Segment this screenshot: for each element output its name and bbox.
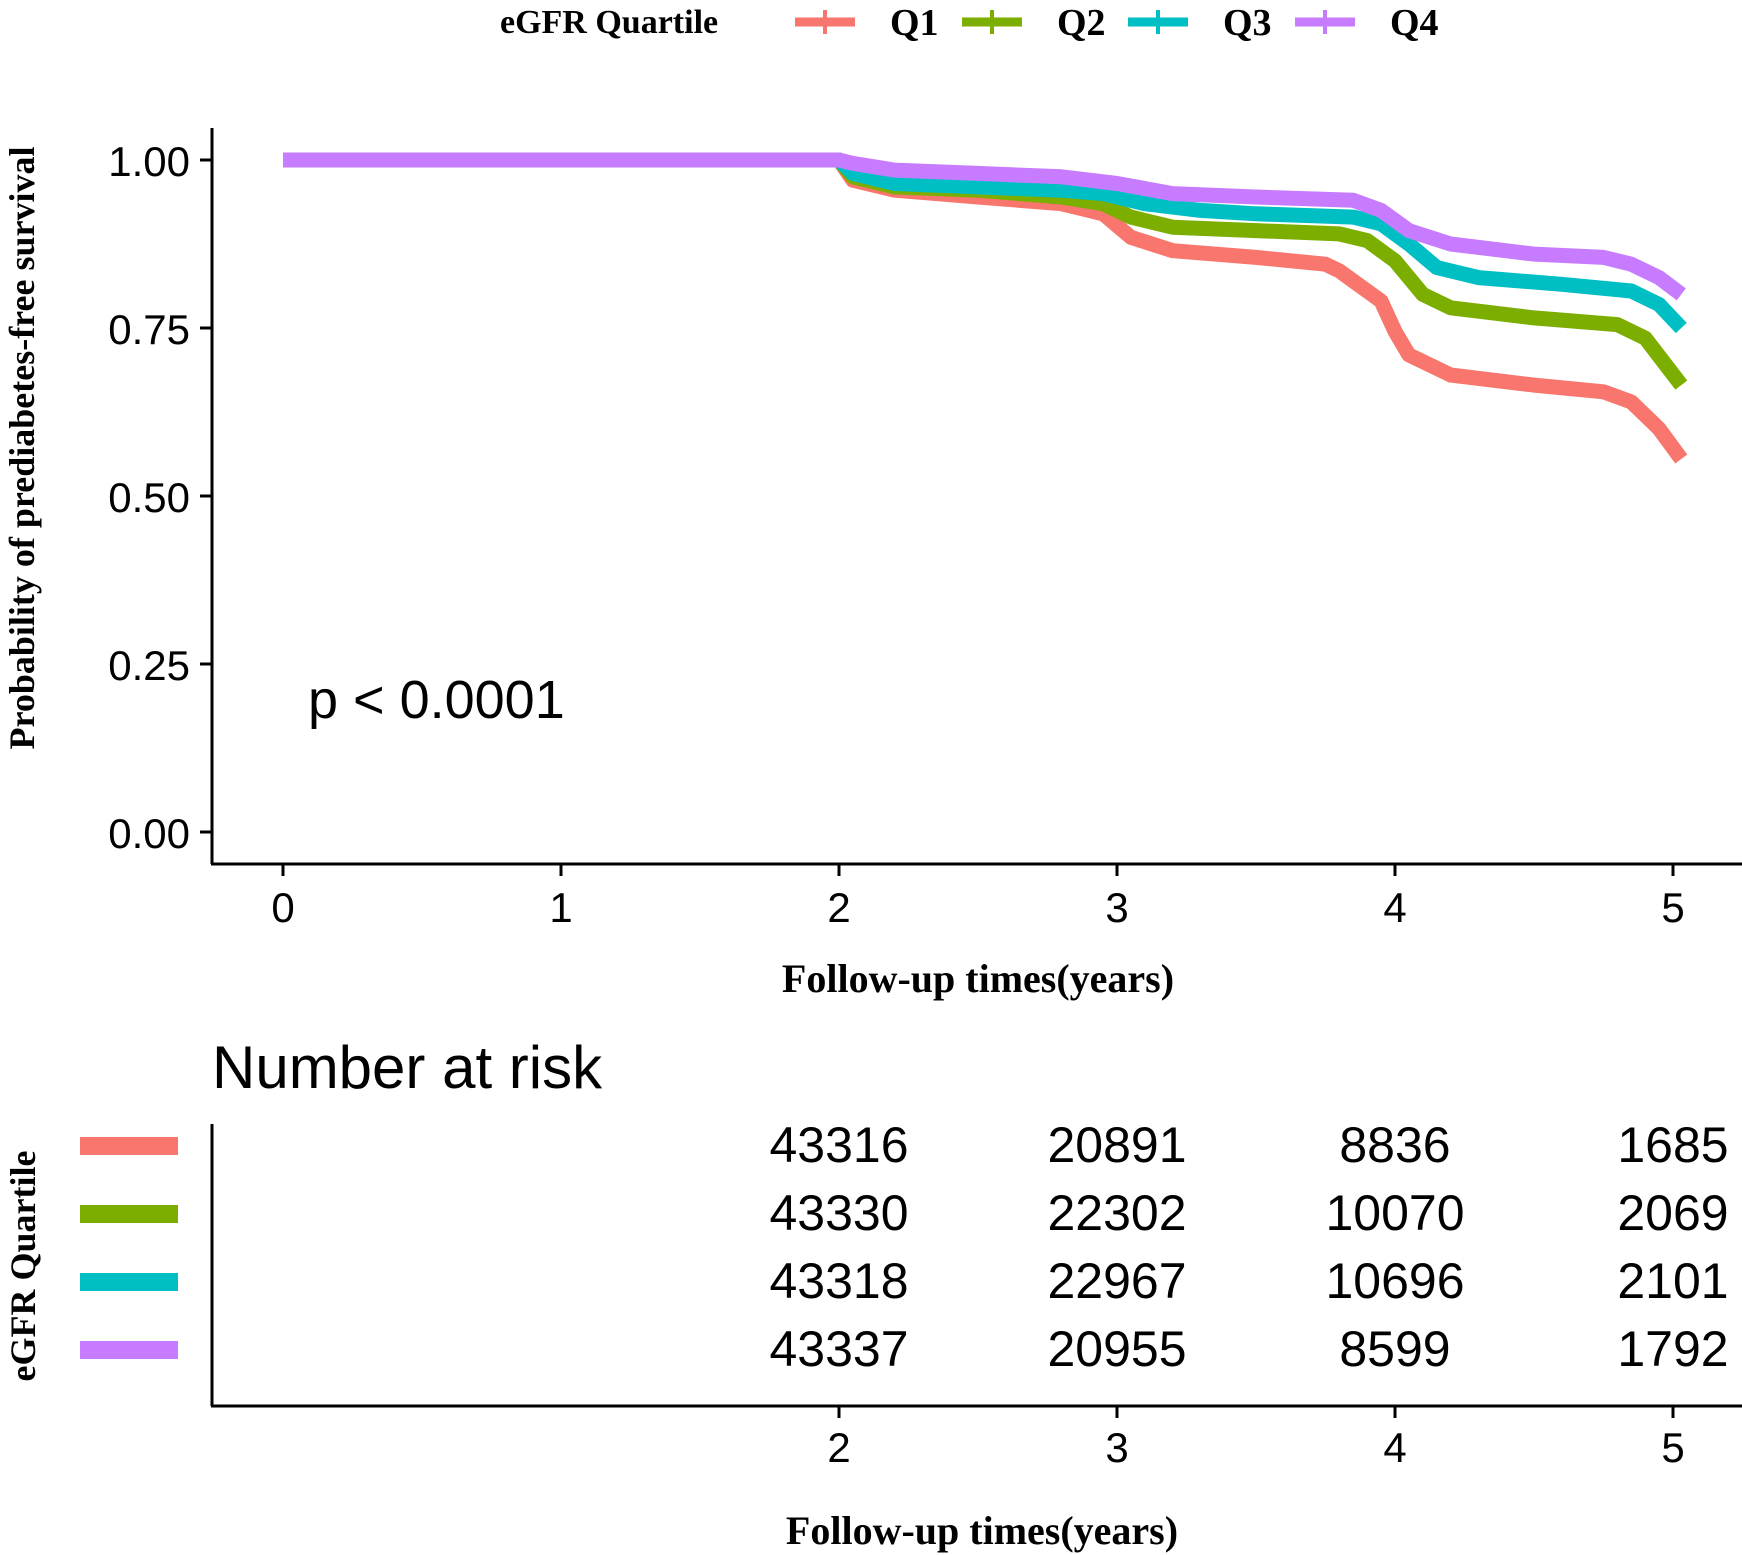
legend-item-q1: Q1 [795,2,939,44]
risk-value: 22967 [1047,1253,1186,1309]
legend: eGFR Quartile Q1 Q2 Q3 Q4 [500,2,1439,44]
risk-swatch-q4 [80,1341,178,1359]
x-tick-label: 1 [549,884,572,931]
legend-label: Q2 [1057,2,1106,44]
legend-items: Q1 Q2 Q3 Q4 [795,2,1439,44]
x-tick-label: 3 [1105,884,1128,931]
risk-value: 10696 [1325,1253,1464,1309]
risk-x-ticks: 2 3 4 5 [827,1406,1685,1471]
y-tick-label: 0.50 [108,474,190,521]
x-tick-label: 0 [271,884,294,931]
legend-item-q4: Q4 [1295,2,1439,44]
risk-value: 8599 [1339,1321,1450,1377]
risk-value: 20955 [1047,1321,1186,1377]
risk-value: 22302 [1047,1185,1186,1241]
legend-label: Q1 [890,2,939,44]
p-value-annotation: p < 0.0001 [308,670,565,730]
legend-item-q2: Q2 [962,2,1106,44]
x-tick-label: 5 [1661,884,1684,931]
x-axis-label: Follow-up times(years) [782,956,1174,1001]
risk-x-tick-label: 5 [1661,1424,1684,1471]
x-tick-label: 4 [1383,884,1406,931]
risk-value: 2069 [1617,1185,1728,1241]
risk-value: 43318 [769,1253,908,1309]
risk-swatch-q2 [80,1205,178,1223]
x-ticks: 0 1 2 3 4 5 [271,864,1685,931]
risk-x-tick-label: 4 [1383,1424,1406,1471]
risk-value: 1792 [1617,1321,1728,1377]
legend-label: Q3 [1223,2,1272,44]
legend-label: Q4 [1390,2,1439,44]
risk-value: 43330 [769,1185,908,1241]
legend-title: eGFR Quartile [500,4,718,41]
y-tick-label: 0.00 [108,810,190,857]
risk-value: 43337 [769,1321,908,1377]
risk-value: 8836 [1339,1117,1450,1173]
risk-swatch-q3 [80,1273,178,1291]
risk-value: 2101 [1617,1253,1728,1309]
risk-table-y-label: eGFR Quartile [3,1151,43,1382]
risk-value: 10070 [1325,1185,1464,1241]
risk-table-title: Number at risk [212,1034,603,1101]
risk-value: 20891 [1047,1117,1186,1173]
km-curves [283,152,1688,464]
y-tick-label: 1.00 [108,138,190,185]
curve-q4 [283,152,1686,301]
risk-x-tick-label: 3 [1105,1424,1128,1471]
risk-swatch-q1 [80,1137,178,1155]
y-ticks: 0.00 0.25 0.50 0.75 1.00 [108,138,212,857]
y-tick-label: 0.25 [108,642,190,689]
risk-table: Number at risk eGFR Quartile 43316 20891 8… [3,1034,1742,1553]
risk-x-axis-label: Follow-up times(years) [786,1508,1178,1553]
risk-value: 1685 [1617,1117,1728,1173]
risk-swatches [80,1137,178,1359]
legend-item-q3: Q3 [1128,2,1272,44]
y-tick-label: 0.75 [108,306,190,353]
curve-q3 [283,152,1687,334]
risk-values: 43316 20891 8836 1685 43330 22302 10070 2069 433… [769,1117,1728,1377]
km-plot: Probability of prediabetes-free survival… [2,128,1742,1001]
risk-x-tick-label: 2 [827,1424,850,1471]
risk-value: 43316 [769,1117,908,1173]
y-axis-label: Probability of prediabetes-free survival [2,147,42,750]
x-tick-label: 2 [827,884,850,931]
